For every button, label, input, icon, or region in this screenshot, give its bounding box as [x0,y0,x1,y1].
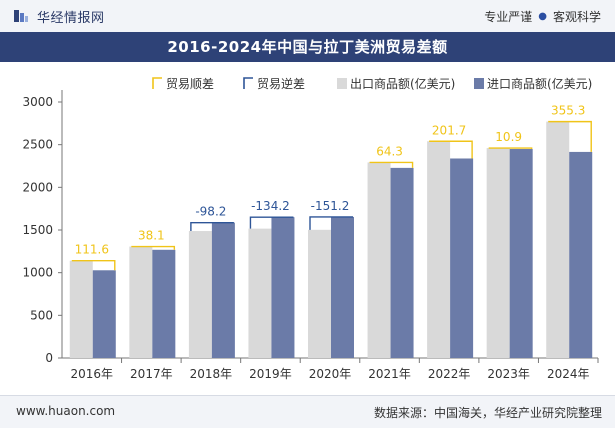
export-bar [367,162,391,358]
export-bar [427,141,451,358]
legend-marker [152,77,162,89]
tagline-right: 客观科学 [552,10,601,24]
surplus-bracket [548,120,592,152]
surplus-label: 201.7 [432,123,466,137]
deficit-bracket [309,216,353,230]
chart-title: 2016-2024年中国与拉丁美洲贸易差额 [0,32,615,62]
surplus-label: 10.9 [495,130,522,144]
legend-label: 出口商品额(亿美元) [350,76,455,91]
import-bar [390,167,414,358]
x-tick-label: 2018年 [190,367,233,381]
tagline: 专业严谨 ● 客观科学 [484,8,601,25]
brand[interactable]: 华经情报网 [13,7,105,26]
deficit-bracket [190,221,234,232]
surplus-bracket [369,161,414,168]
import-bar [509,149,533,358]
deficit-label: -134.2 [251,199,290,213]
top-bar: 华经情报网 专业严谨 ● 客观科学 [0,0,615,32]
y-tick-label: 0 [45,351,53,365]
tagline-left: 专业严谨 [484,10,533,24]
deficit-label: -98.2 [195,205,226,219]
bullet-icon: ● [538,11,547,22]
brand-name: 华经情报网 [37,10,105,26]
x-tick-label: 2020年 [309,367,352,381]
y-tick-label: 1500 [22,223,53,237]
balance-brackets: 111.6 38.1 -98.2 -134.2 -151.2 64.3 201.7 10.9 3… [71,104,592,271]
import-bar [331,216,354,358]
surplus-bracket [71,260,116,271]
export-bar [69,260,93,358]
y-tick-label: 3000 [22,95,53,109]
import-bar [92,270,116,358]
y-tick-label: 500 [30,308,53,322]
surplus-label: 355.3 [551,104,585,118]
import-bar [569,151,593,358]
import-bar [152,249,176,358]
import-bar [271,217,295,358]
footer: www.huaon.com 数据来源：中国海关，华经产业研究院整理 [0,395,615,428]
y-axis: 0 500 1000 1500 2000 2500 3000 [22,90,598,365]
export-bar [486,148,510,358]
deficit-label: -151.2 [311,199,350,213]
legend-label: 进口商品额(亿美元) [487,76,592,91]
export-bar [129,246,153,358]
data-source: 数据来源：中国海关，华经产业研究院整理 [373,406,602,420]
surplus-label: 38.1 [138,229,165,243]
legend-label: 贸易顺差 [166,77,214,91]
x-tick-label: 2016年 [71,367,114,381]
x-tick-label: 2022年 [428,367,471,381]
import-bar [450,158,474,358]
surplus-label: 111.6 [75,243,109,257]
deficit-bracket [249,216,294,229]
export-bar [308,229,331,358]
y-tick-label: 2500 [22,138,53,152]
legend-marker [243,77,253,89]
bars [69,121,593,358]
y-tick-label: 2000 [22,180,53,194]
x-tick-label: 2023年 [487,367,530,381]
legend: 贸易顺差 贸易逆差 出口商品额(亿美元) 进口商品额(亿美元) [152,76,592,91]
x-tick-label: 2021年 [368,367,411,381]
surplus-label: 64.3 [376,144,403,158]
legend-marker [474,78,484,89]
export-bar [546,121,570,358]
surplus-bracket [429,140,473,159]
import-bar [211,222,235,358]
surplus-bracket [488,147,533,150]
surplus-bracket [131,245,176,250]
export-bar [188,231,212,358]
footer-url-link[interactable]: www.huaon.com [16,404,116,418]
x-tick-label: 2017年 [130,367,173,381]
x-tick-label: 2019年 [249,367,292,381]
export-bar [248,228,272,358]
x-tick-label: 2024年 [547,367,590,381]
brand-logo-icon [14,10,28,22]
chart: 贸易顺差 贸易逆差 出口商品额(亿美元) 进口商品额(亿美元) 0 500 1000 150… [22,76,599,381]
y-tick-label: 1000 [22,266,53,280]
x-axis: 2016年 2017年 2018年 2019年 2020年 2021年 2022年 2023年… [71,358,599,381]
legend-label: 贸易逆差 [257,76,305,91]
legend-marker [337,78,347,89]
